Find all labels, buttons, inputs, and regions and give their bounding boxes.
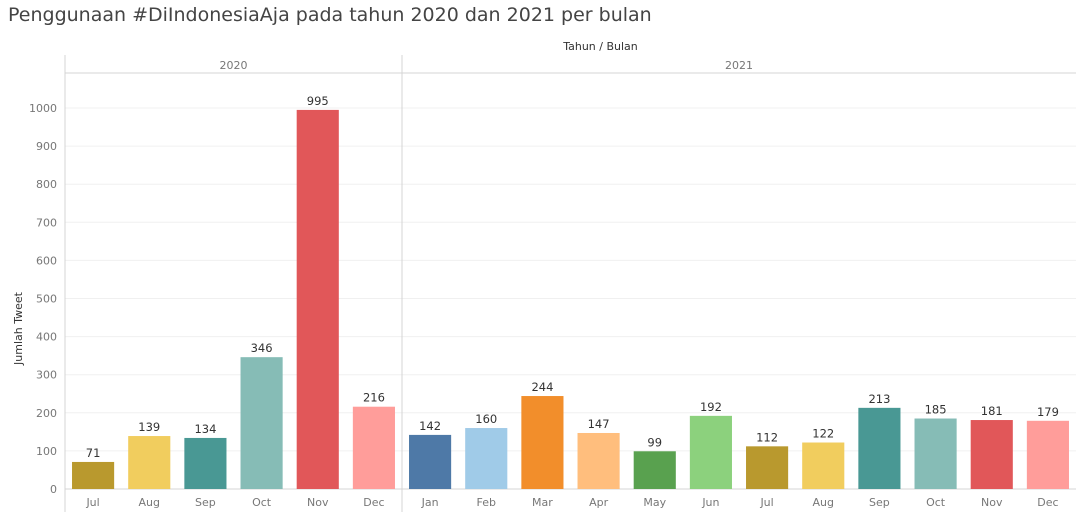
y-tick-label: 0 [50,483,57,496]
bar-2021-jun [689,415,732,489]
bar-2020-jul [72,461,115,489]
y-tick-label: 100 [36,445,57,458]
value-label: 147 [588,417,610,431]
x-tick-label: Aug [813,496,834,509]
y-tick-label: 300 [36,369,57,382]
bar-2021-jul [746,446,789,489]
x-tick-label: Sep [195,496,216,509]
group-label-2021: 2021 [725,59,753,72]
value-label: 139 [138,420,160,434]
value-label: 71 [86,446,101,460]
x-tick-label: Oct [926,496,946,509]
bar-2021-may [633,451,676,489]
x-tick-label: Dec [363,496,384,509]
x-tick-label: Apr [589,496,609,509]
value-label: 995 [307,94,329,108]
x-tick-label: May [643,496,666,509]
value-label: 244 [531,380,553,394]
x-tick-label: Jan [421,496,439,509]
x-tick-label: Oct [252,496,272,509]
bar-2021-sep [858,407,901,489]
y-tick-label: 600 [36,254,57,267]
value-label: 99 [647,435,662,449]
y-tick-label: 500 [36,293,57,306]
x-tick-label: Feb [477,496,496,509]
x-tick-label: Sep [869,496,890,509]
value-label: 192 [700,400,722,414]
bar-2021-feb [465,428,508,489]
y-tick-label: 1000 [29,102,57,115]
x-tick-label: Mar [532,496,553,509]
value-label: 216 [363,391,385,405]
y-tick-label: 200 [36,407,57,420]
bar-2021-nov [970,420,1013,489]
value-label: 122 [812,427,834,441]
bar-2020-sep [184,437,227,489]
column-header-title: Tahun / Bulan [562,40,638,53]
x-tick-label: Nov [307,496,329,509]
group-label-2020: 2020 [220,59,248,72]
value-label: 346 [251,341,273,355]
bar-2021-aug [802,442,845,489]
y-axis-title: Jumlah Tweet [12,291,25,366]
value-label: 134 [194,422,216,436]
value-label: 185 [925,403,947,417]
bar-2021-jan [409,434,452,489]
bar-2020-oct [240,357,283,489]
value-label: 160 [475,412,497,426]
bar-2020-aug [128,436,171,489]
bar-2021-mar [521,396,564,489]
x-tick-label: Nov [981,496,1003,509]
y-tick-label: 400 [36,331,57,344]
y-tick-label: 900 [36,140,57,153]
x-tick-label: Jun [701,496,719,509]
x-tick-label: Dec [1037,496,1058,509]
value-label: 213 [868,392,890,406]
bar-2021-oct [914,418,957,489]
value-label: 179 [1037,405,1059,419]
bar-2020-nov [296,109,339,489]
y-tick-label: 800 [36,178,57,191]
value-label: 181 [981,404,1003,418]
value-label: 142 [419,419,441,433]
x-tick-label: Jul [759,496,773,509]
chart-title: Penggunaan #DiIndonesiaAja pada tahun 20… [8,4,652,26]
bar-2020-dec [352,406,395,489]
x-tick-label: Aug [139,496,160,509]
bar-2021-dec [1026,420,1069,489]
value-label: 112 [756,430,778,444]
x-tick-label: Jul [85,496,99,509]
y-tick-label: 700 [36,216,57,229]
bar-2021-apr [577,432,620,489]
